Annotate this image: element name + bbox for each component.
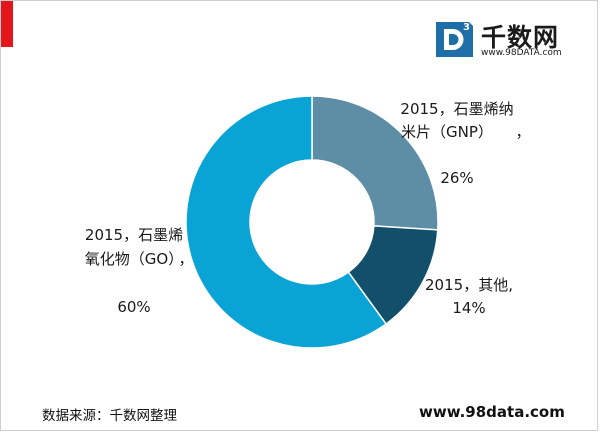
site-url: www.98data.com — [419, 403, 565, 421]
slice-label-2-line-1: 2015，其他, — [425, 276, 513, 294]
donut-slice-3 — [185, 95, 388, 349]
logo-mark-icon: D 3 — [436, 22, 473, 57]
logo-mark-superscript: 3 — [463, 22, 470, 33]
slice-label-1-line-3: ， — [515, 123, 530, 141]
donut-slice-1 — [311, 95, 439, 231]
logo-url: www.98DATA.com — [481, 48, 562, 58]
slice-label-3-line-1: 2015，石墨烯 — [85, 226, 183, 244]
red-corner-marker — [1, 1, 13, 47]
data-source-note: 数据来源：千数网整理 — [42, 408, 177, 424]
slice-label-3-line-3: ， — [178, 250, 193, 268]
slice-label-3-line-2: 氧化物（GO） — [85, 250, 183, 268]
slice-label-2-line-2: 14% — [452, 299, 485, 317]
slice-label-1-line-2: 米片（GNP） — [401, 123, 493, 141]
slice-label-1-line-1: 2015，石墨烯纳 — [400, 100, 513, 118]
logo-name: 千数网 — [481, 23, 560, 52]
slice-label-3-line-4: 60% — [117, 298, 150, 316]
logo: D 3 千数网 www.98DATA.com — [433, 17, 573, 63]
slice-label-1-line-4: 26% — [440, 169, 473, 187]
